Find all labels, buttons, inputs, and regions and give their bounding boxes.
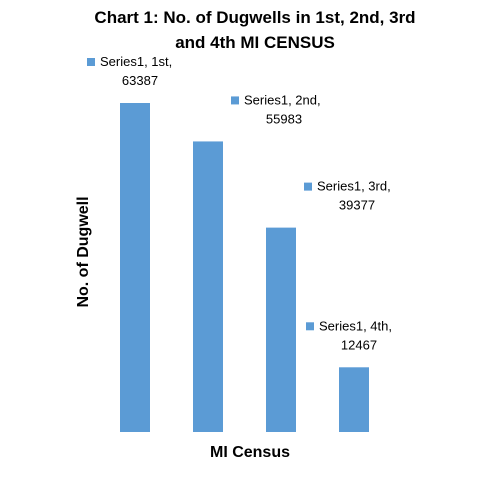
data-label-text: Series1, 4th, [319,318,392,333]
data-label-2nd: Series1, 2nd, 55983 [231,92,321,126]
y-axis-title: No. of Dugwell [75,196,92,307]
data-label-value: 63387 [122,73,158,88]
data-label-1st: Series1, 1st, 63387 [87,54,172,88]
bar-2nd [193,141,223,432]
bar-1st [120,103,150,432]
x-axis-title: MI Census [210,444,290,461]
chart-title-line-1: Chart 1: No. of Dugwells in 1st, 2nd, 3r… [94,8,415,27]
data-label-value: 39377 [339,198,375,213]
data-label-value: 12467 [341,337,377,352]
data-label-text: Series1, 1st, [100,54,172,69]
bar-4th [339,367,369,432]
data-label-marker [306,322,314,331]
data-label-text: Series1, 2nd, [244,92,321,107]
data-label-text: Series1, 3rd, [317,179,391,194]
data-label-marker [304,182,312,191]
chart-title: Chart 1: No. of Dugwells in 1st, 2nd, 3r… [94,8,415,52]
data-label-marker [87,58,95,66]
data-label-4th: Series1, 4th, 12467 [306,318,392,352]
data-label-marker [231,96,239,105]
chart-title-line-2: and 4th MI CENSUS [175,33,335,52]
bar-3rd [266,227,296,432]
data-label-value: 55983 [266,111,302,126]
data-label-3rd: Series1, 3rd, 39377 [304,179,391,213]
